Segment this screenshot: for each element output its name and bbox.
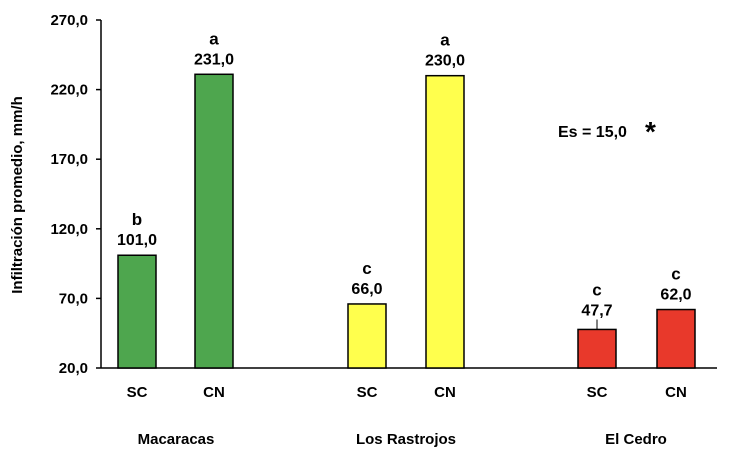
axes bbox=[100, 20, 717, 369]
bar-macaracas-sc bbox=[117, 254, 157, 369]
significance-letter: c bbox=[671, 265, 680, 284]
y-tick-label: 20,0 bbox=[59, 360, 88, 377]
significance-letter: a bbox=[440, 31, 450, 50]
y-tick-label: 170,0 bbox=[50, 151, 88, 168]
significance-letter: b bbox=[132, 210, 142, 229]
bar-value-label: 62,0 bbox=[660, 287, 691, 304]
annotation-asterisk: * bbox=[645, 116, 656, 147]
bar-el-cedro-cn bbox=[656, 308, 696, 369]
y-axis-label: Infiltración promedio, mm/h bbox=[9, 96, 26, 294]
significance-letter: c bbox=[362, 259, 371, 278]
bar-los-rastrojos-cn bbox=[425, 74, 465, 369]
bar-value-label: 66,0 bbox=[351, 281, 382, 298]
group-label: Macaracas bbox=[138, 431, 215, 448]
bar-value-label: 231,0 bbox=[194, 51, 234, 68]
significance-letter: c bbox=[592, 280, 601, 299]
y-ticks: 20,0 70,0 120,0 170,0 220,0 270,0 bbox=[50, 12, 101, 377]
bars: 101,0 b SC 231,0 a CN 66,0 c SC 230,0 a CN 47,7 c SC 62… bbox=[117, 29, 696, 401]
bar-value-label: 47,7 bbox=[581, 302, 612, 319]
bar-macaracas-cn bbox=[194, 73, 234, 369]
x-category-label: CN bbox=[203, 384, 225, 401]
y-tick-label: 220,0 bbox=[50, 82, 88, 99]
x-category-label: CN bbox=[434, 384, 456, 401]
significance-letter: a bbox=[209, 29, 219, 48]
bar-value-label: 230,0 bbox=[425, 53, 465, 70]
x-category-label: SC bbox=[587, 384, 608, 401]
x-category-label: SC bbox=[127, 384, 148, 401]
bar-el-cedro-sc bbox=[577, 328, 617, 369]
error-annotation: Es = 15,0 bbox=[558, 124, 627, 141]
group-labels: Macaracas Los Rastrojos El Cedro bbox=[138, 431, 667, 448]
y-tick-label: 70,0 bbox=[59, 290, 88, 307]
x-category-label: CN bbox=[665, 384, 687, 401]
bar-value-label: 101,0 bbox=[117, 232, 157, 249]
group-label: El Cedro bbox=[605, 431, 667, 448]
y-tick-label: 270,0 bbox=[50, 12, 88, 29]
y-tick-label: 120,0 bbox=[50, 221, 88, 238]
bar-los-rastrojos-sc bbox=[347, 303, 387, 369]
group-label: Los Rastrojos bbox=[356, 431, 456, 448]
x-category-label: SC bbox=[357, 384, 378, 401]
